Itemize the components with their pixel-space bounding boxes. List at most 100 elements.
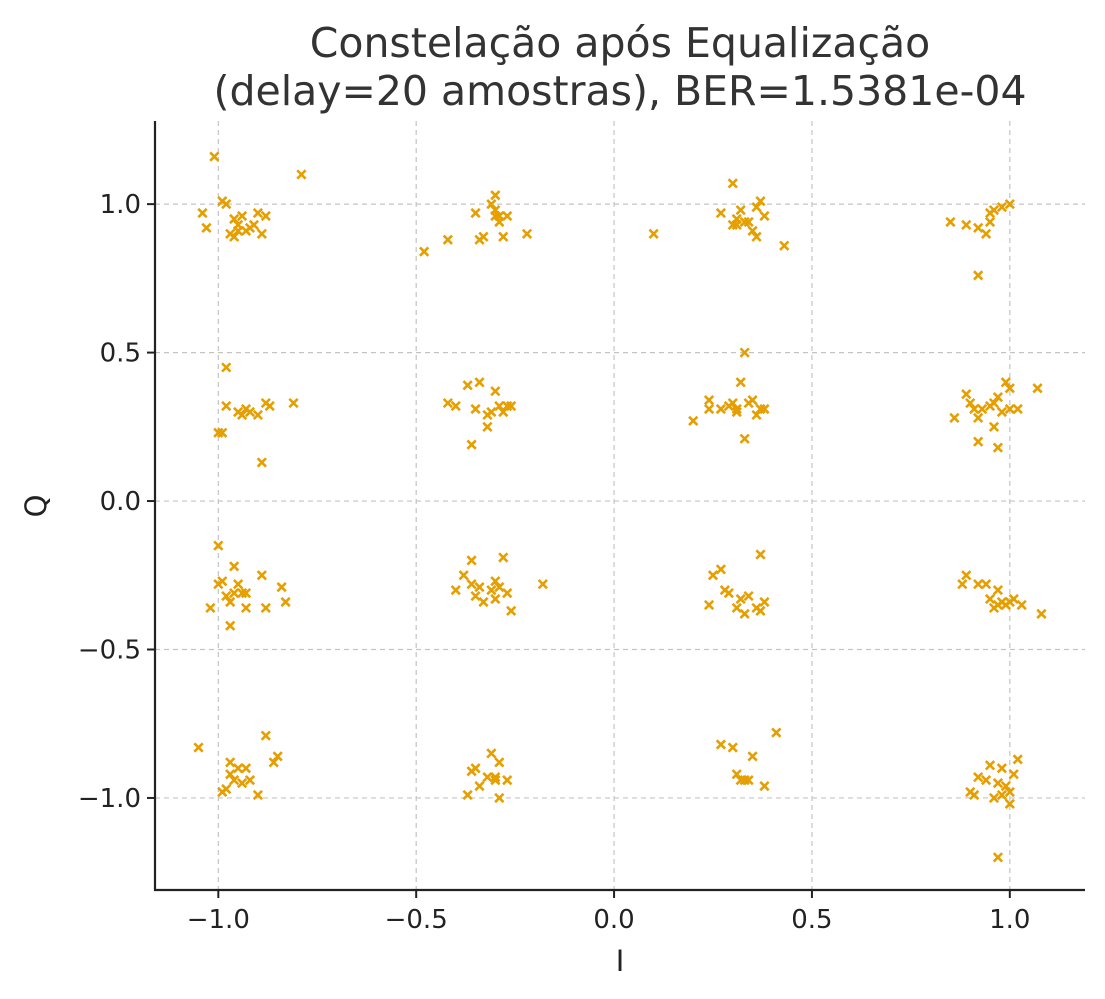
data-point <box>494 757 505 768</box>
data-point <box>988 421 1000 432</box>
data-point <box>521 228 533 239</box>
data-point <box>296 169 307 180</box>
data-point <box>486 406 497 418</box>
data-point <box>992 585 1004 596</box>
data-point <box>1016 599 1027 611</box>
data-point <box>969 789 980 801</box>
data-point <box>490 210 501 222</box>
data-point <box>482 421 493 432</box>
data-points <box>193 151 1047 863</box>
data-point <box>229 213 240 225</box>
x-tick-label: 0.0 <box>593 905 634 935</box>
data-point <box>727 178 738 189</box>
data-point <box>486 748 497 759</box>
data-point <box>992 599 1004 611</box>
data-point <box>221 199 232 210</box>
data-point <box>256 457 267 468</box>
data-point <box>217 427 228 438</box>
data-point <box>264 400 275 412</box>
data-point <box>1004 798 1015 810</box>
data-point <box>494 582 505 593</box>
chart-title-line-2: (delay=20 amostras), BER=1.5381e-04 <box>213 67 1026 115</box>
data-point <box>225 620 236 631</box>
data-point <box>1036 608 1047 619</box>
data-point <box>450 400 461 412</box>
data-point <box>256 228 267 239</box>
data-point <box>731 403 742 415</box>
data-point <box>988 397 1000 409</box>
x-tick-label: −1.0 <box>187 905 250 935</box>
data-point <box>490 775 501 786</box>
data-point <box>240 587 252 599</box>
data-point <box>470 590 481 602</box>
data-point <box>252 409 264 421</box>
data-point <box>996 406 1008 418</box>
data-point <box>494 792 505 804</box>
data-point <box>470 403 481 415</box>
data-point <box>288 397 299 409</box>
data-point <box>961 570 972 581</box>
data-point <box>244 775 256 786</box>
data-point <box>486 199 497 210</box>
data-point <box>494 400 505 412</box>
data-point <box>1000 377 1011 388</box>
data-point <box>731 769 742 780</box>
data-point <box>537 579 548 590</box>
data-point <box>418 246 430 257</box>
data-point <box>727 742 738 753</box>
data-point <box>442 397 453 409</box>
data-point <box>502 210 513 222</box>
data-point <box>1004 199 1015 210</box>
data-point <box>490 593 501 605</box>
data-point <box>232 763 244 774</box>
data-point <box>502 775 513 786</box>
data-point <box>703 599 715 611</box>
data-point <box>739 347 750 358</box>
data-point <box>992 442 1004 453</box>
data-point <box>743 775 754 786</box>
data-point <box>490 386 501 397</box>
data-point <box>252 207 264 219</box>
data-point <box>490 190 501 201</box>
data-point <box>747 225 758 236</box>
data-point <box>988 204 1000 216</box>
y-tick-label: −1.0 <box>78 784 141 814</box>
data-point <box>715 207 727 219</box>
data-point <box>984 216 996 228</box>
data-point <box>715 739 727 750</box>
data-point <box>739 433 750 444</box>
data-point <box>727 219 738 231</box>
data-point <box>221 400 232 412</box>
data-point <box>462 380 473 391</box>
data-point <box>973 270 984 281</box>
x-tick-label: 1.0 <box>989 905 1030 935</box>
data-point <box>988 792 1000 804</box>
data-point <box>225 228 236 239</box>
data-point <box>236 210 248 222</box>
data-point <box>735 204 746 216</box>
data-point <box>486 585 497 596</box>
chart-title-line-1: Constelação após Equalização <box>310 19 931 67</box>
data-point <box>984 593 996 605</box>
data-point <box>976 403 988 415</box>
data-point <box>992 777 1004 789</box>
data-point <box>743 590 754 602</box>
data-point <box>1012 754 1023 765</box>
data-point <box>735 593 746 605</box>
data-point <box>498 552 509 563</box>
data-point <box>474 582 485 593</box>
data-point <box>490 772 501 783</box>
data-point <box>759 780 770 792</box>
data-point <box>731 406 742 418</box>
data-point <box>755 549 766 560</box>
data-point <box>755 605 766 617</box>
data-point <box>731 602 742 614</box>
data-point <box>751 409 762 421</box>
data-point <box>755 196 766 207</box>
data-point <box>980 775 992 786</box>
data-point <box>969 403 980 415</box>
data-point <box>992 852 1004 863</box>
y-tick-label: 1.0 <box>100 190 141 220</box>
data-point <box>992 392 1004 403</box>
